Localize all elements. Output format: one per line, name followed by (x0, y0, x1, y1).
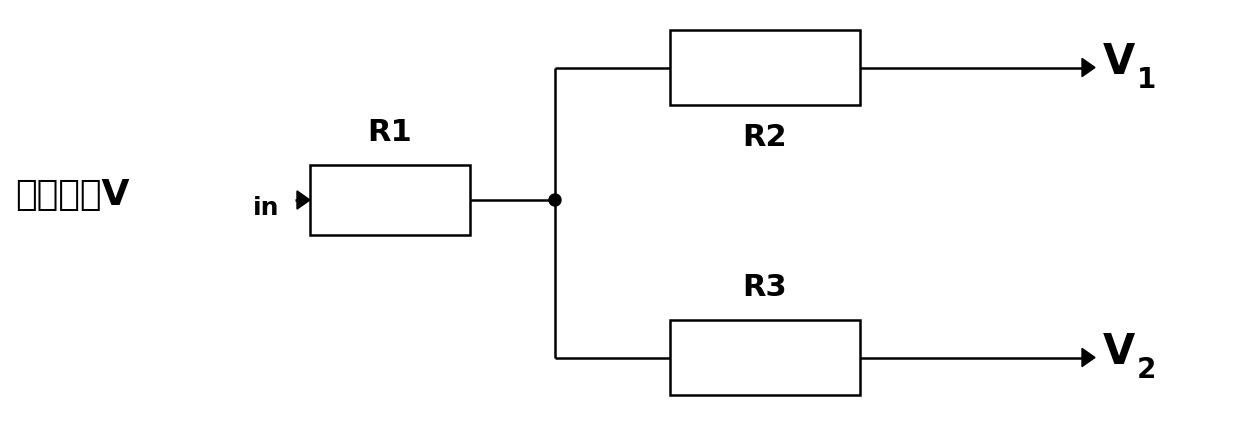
Polygon shape (1083, 59, 1095, 76)
Polygon shape (298, 191, 310, 209)
Bar (310, 165, 470, 235)
Text: in: in (253, 196, 279, 220)
Text: 输入信号V: 输入信号V (15, 178, 129, 212)
Text: R2: R2 (743, 123, 787, 152)
Bar (670, 30, 861, 105)
Bar (670, 320, 861, 395)
Text: V: V (1104, 332, 1136, 374)
Text: R3: R3 (743, 273, 787, 302)
Text: V: V (1104, 42, 1136, 83)
Circle shape (549, 194, 560, 206)
Polygon shape (1083, 348, 1095, 367)
Text: 1: 1 (1137, 66, 1156, 94)
Text: R1: R1 (367, 118, 413, 147)
Text: 2: 2 (1137, 356, 1157, 384)
